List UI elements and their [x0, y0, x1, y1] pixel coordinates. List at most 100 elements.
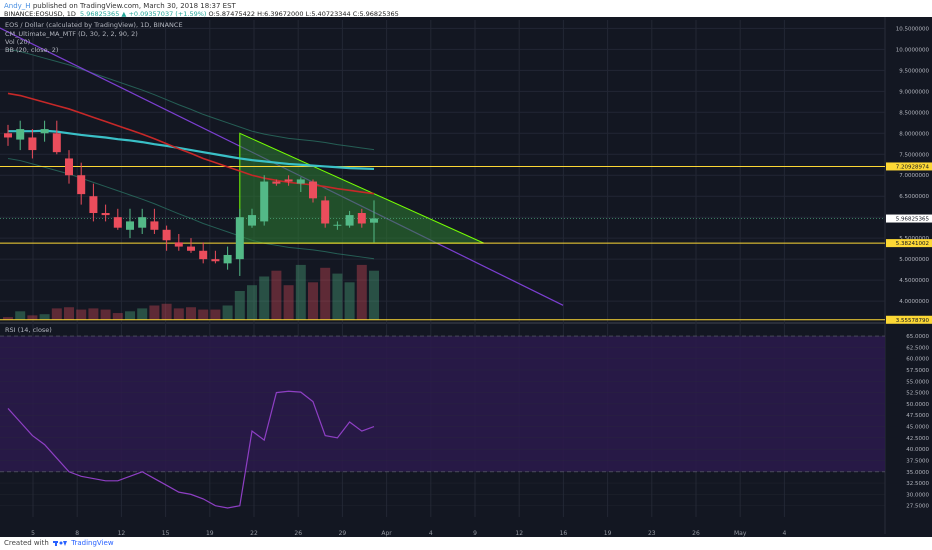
volume-bar	[27, 315, 38, 320]
volume-bar	[234, 291, 245, 320]
volume-bar	[112, 313, 123, 320]
volume-bar	[161, 303, 172, 320]
level-price-label: 5.38241002	[896, 241, 929, 247]
candle-body	[52, 133, 61, 153]
x-tick-label: 19	[604, 530, 612, 537]
rsi-tick-label: 50.0000	[906, 402, 929, 408]
close-value: C:5.96825365	[352, 10, 399, 18]
x-tick-label: 9	[473, 530, 477, 537]
x-tick-label: 16	[560, 530, 568, 537]
footer: Created with TradingView	[0, 537, 932, 550]
x-tick-label: 4	[782, 530, 786, 537]
candle-body	[370, 218, 378, 223]
y-tick-label: 8.5000000	[899, 110, 929, 116]
level-price-tag	[886, 239, 932, 248]
volume-bar	[64, 307, 74, 320]
last-price: 5.96825365	[80, 10, 120, 18]
rsi-tick-label: 60.0000	[906, 357, 929, 363]
y-tick-label: 7.5000000	[899, 152, 929, 158]
volume-bar	[308, 282, 318, 320]
volume-bar	[125, 311, 135, 320]
volume-bar	[3, 317, 13, 320]
volume-bar	[186, 307, 196, 320]
publish-header: Andy_H published on TradingView.com, Mar…	[0, 0, 932, 18]
volume-bar	[100, 309, 111, 320]
rsi-tick-label: 45.0000	[906, 425, 929, 431]
open-value: O:5.87475422	[208, 10, 256, 18]
volume-bar	[39, 314, 50, 320]
rsi-tick-label: 27.5000	[906, 504, 929, 510]
rsi-tick-label: 52.5000	[906, 391, 929, 397]
candle-body	[138, 217, 147, 228]
candle-body	[284, 179, 293, 182]
volume-bar	[320, 267, 331, 320]
candle-body	[40, 129, 49, 134]
ma-long-line	[8, 129, 375, 171]
candle-body	[345, 215, 354, 226]
x-tick-label: 26	[692, 530, 700, 537]
last-price-tag	[886, 214, 932, 223]
legend-rsi[interactable]: RSI (14, close)	[5, 326, 52, 334]
x-tick-label: 8	[75, 530, 79, 537]
x-tick-label: 29	[339, 530, 347, 537]
candle-body	[333, 224, 342, 226]
tradingview-brand[interactable]: TradingView	[71, 539, 114, 547]
volume-bar	[295, 264, 306, 320]
volume-bar	[149, 305, 160, 320]
symbol-label: BINANCE:EOSUSD, 1D	[4, 10, 76, 18]
rsi-line	[7, 390, 375, 509]
rsi-tick-label: 37.5000	[906, 458, 929, 464]
y-tick-label: 9.0000000	[899, 89, 929, 95]
volume-bar	[76, 309, 87, 320]
candle-body	[16, 129, 25, 140]
rsi-tick-label: 65.0000	[906, 334, 929, 340]
level-price-tag	[886, 315, 932, 324]
candle-body	[113, 217, 122, 228]
rsi-tick-label: 40.0000	[906, 447, 929, 453]
x-tick-label: 22	[250, 530, 258, 537]
author-link[interactable]: Andy_H	[4, 2, 31, 10]
volume-bar	[283, 285, 294, 320]
y-tick-label: 6.5000000	[899, 194, 929, 200]
legend-bb[interactable]: BB (20, close, 2)	[5, 46, 59, 54]
x-tick-label: 26	[294, 530, 302, 537]
volume-bar	[369, 270, 379, 320]
volume-bar	[247, 285, 257, 320]
volume-bar	[51, 308, 62, 320]
bb-upper-line	[7, 48, 375, 151]
candle-body	[187, 246, 195, 251]
level-price-label: 3.55578790	[896, 318, 930, 324]
candle-body	[150, 221, 159, 230]
candle-body	[235, 217, 244, 260]
candle-body	[357, 213, 366, 224]
y-tick-label: 4.0000000	[899, 299, 929, 305]
rsi-tick-label: 55.0000	[906, 379, 929, 385]
rsi-tick-label: 47.5000	[906, 413, 929, 419]
high-value: H:6.39672000	[257, 10, 304, 18]
y-tick-label: 9.5000000	[899, 68, 929, 74]
x-tick-label: Apr	[381, 530, 392, 537]
rsi-tick-label: 30.0000	[906, 492, 929, 498]
candle-body	[296, 179, 305, 184]
x-tick-label: 23	[648, 530, 656, 537]
legend-ma[interactable]: CM_Ultimate_MA_MTF (D, 30, 2, 2, 90, 2)	[5, 30, 138, 38]
volume-bar	[137, 308, 148, 320]
volume-bar	[344, 282, 355, 320]
candle-body	[199, 250, 208, 260]
legend-vol[interactable]: Vol (20)	[5, 38, 31, 46]
rsi-tick-label: 42.5000	[906, 436, 929, 442]
ohlc-line: BINANCE:EOSUSD, 1D 5.96825365 ▲ +0.09357…	[4, 10, 399, 18]
candle-body	[260, 181, 269, 222]
created-with-label: Created with	[4, 539, 49, 547]
candle-body	[272, 181, 281, 184]
volume-bar	[88, 308, 99, 320]
price-chart[interactable]: 5 8 12 15 19 22 26 29 Apr 4 9 12 16 19 23 26 May 4 10.5000…	[0, 17, 932, 537]
x-tick-label: 12	[515, 530, 523, 537]
rsi-tick-label: 62.5000	[906, 345, 929, 351]
tradingview-logo-icon	[53, 540, 68, 546]
price-change: ▲ +0.09357037 (+1.59%)	[121, 10, 207, 18]
x-tick-label: 15	[162, 530, 170, 537]
y-tick-label: 8.0000000	[899, 131, 929, 137]
volume-bar	[173, 308, 184, 320]
level-price-label: 7.20928974	[896, 164, 930, 170]
